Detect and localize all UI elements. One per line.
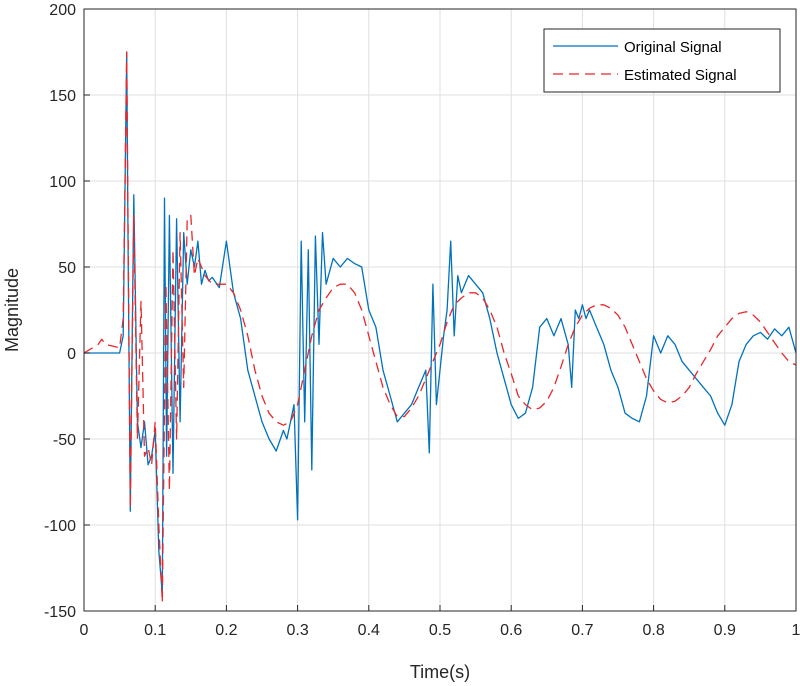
x-tick-label: 0.9 [714,622,736,639]
x-tick-label: 0.8 [642,622,664,639]
x-tick-label: 0.5 [429,622,451,639]
y-tick-label: 0 [67,346,76,363]
legend-label-estimated: Estimated Signal [624,67,737,84]
y-tick-label: 150 [49,88,76,105]
y-tick-label: 50 [58,260,76,277]
tick-layer: 0 0.1 0.2 0.3 0.4 0.5 0.6 0.7 0.8 0.9 1 -150 -100 -50… [44,2,800,639]
x-tick-label: 0.6 [500,622,522,639]
x-tick-label: 1 [792,622,800,639]
series-line-estimated-signal [84,51,796,604]
y-tick-label: -150 [44,604,76,621]
y-tick-label: -100 [44,518,76,535]
x-tick-label: 0.4 [358,622,380,639]
x-axis-label: Time(s) [410,662,470,682]
x-tick-label: 0 [80,622,89,639]
series-layer [84,51,796,604]
x-tick-label: 0.2 [215,622,237,639]
y-tick-label: 200 [49,2,76,19]
y-tick-label: -50 [53,432,76,449]
plot-frame [83,8,797,612]
x-tick-label: 0.3 [286,622,308,639]
legend: Original Signal Estimated Signal [543,28,781,93]
y-axis-label: Magnitude [2,268,22,352]
legend-label-original: Original Signal [624,39,722,56]
x-tick-label: 0.7 [571,622,593,639]
y-tick-label: 100 [49,174,76,191]
series-line-original-signal [84,51,796,595]
legend-box [543,28,781,93]
x-tick-label: 0.1 [144,622,166,639]
